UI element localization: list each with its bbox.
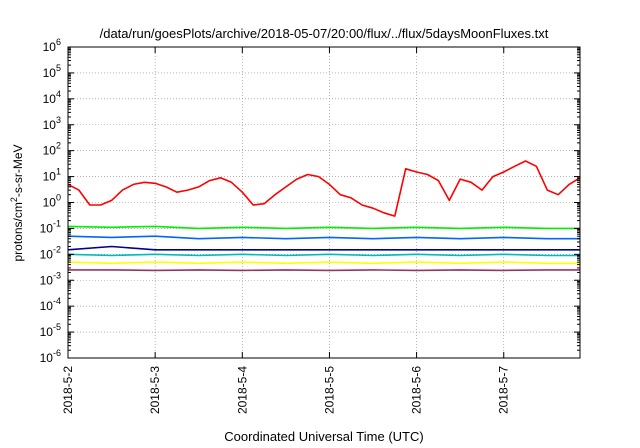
y-tick-label: 10-5 <box>40 322 61 339</box>
y-tick-label: 10-6 <box>40 348 61 365</box>
x-tick-label: 2018-5-5 <box>322 366 336 414</box>
series-line-5 <box>67 253 580 257</box>
series-line-7 <box>68 269 580 272</box>
chart-title: /data/run/goesPlots/archive/2018-05-07/2… <box>100 26 549 41</box>
y-axis-label-base: protons/cm <box>11 202 25 261</box>
x-tick-label: 2018-5-7 <box>497 366 511 414</box>
y-tick-label: 10-2 <box>40 244 61 261</box>
x-tick-label: 2018-5-6 <box>410 366 424 414</box>
y-tick-label: 100 <box>43 193 61 210</box>
y-tick-label: 102 <box>43 141 61 158</box>
y-tick-label: 106 <box>43 37 61 54</box>
series-line-6 <box>67 261 580 265</box>
series-line-3 <box>67 235 580 240</box>
series-line-2 <box>67 225 580 230</box>
x-axis-label: Coordinated Universal Time (UTC) <box>224 429 423 444</box>
series-line-4 <box>67 245 580 251</box>
y-axis-label-rest: -s-sr-MeV <box>11 144 25 197</box>
plot-frame <box>67 46 581 359</box>
x-tick-label: 2018-5-2 <box>61 366 75 414</box>
y-axis-label-sup: 2 <box>9 197 19 202</box>
y-tick-label: 104 <box>43 89 61 106</box>
y-tick-label: 10-1 <box>40 218 61 235</box>
series-group <box>67 160 581 272</box>
y-tick-label: 10-4 <box>40 296 61 313</box>
y-tick-labels: 10-6 10-5 10-4 10-3 10-2 10-1 100 101 102 103 104 1… <box>40 37 580 365</box>
x-tick-label: 2018-5-4 <box>235 366 249 414</box>
series-line-1 <box>67 160 581 217</box>
y-tick-label: 103 <box>43 115 61 132</box>
x-tick-label: 2018-5-3 <box>148 366 162 414</box>
x-tick-labels: 2018-5-2 2018-5-3 2018-5-4 2018-5-5 2018-5-6… <box>61 47 511 414</box>
y-tick-label: 10-3 <box>40 270 61 287</box>
y-axis-label: protons/cm2-s-sr-MeV <box>9 144 25 261</box>
y-tick-label: 105 <box>43 63 61 80</box>
y-tick-label: 101 <box>43 167 61 184</box>
